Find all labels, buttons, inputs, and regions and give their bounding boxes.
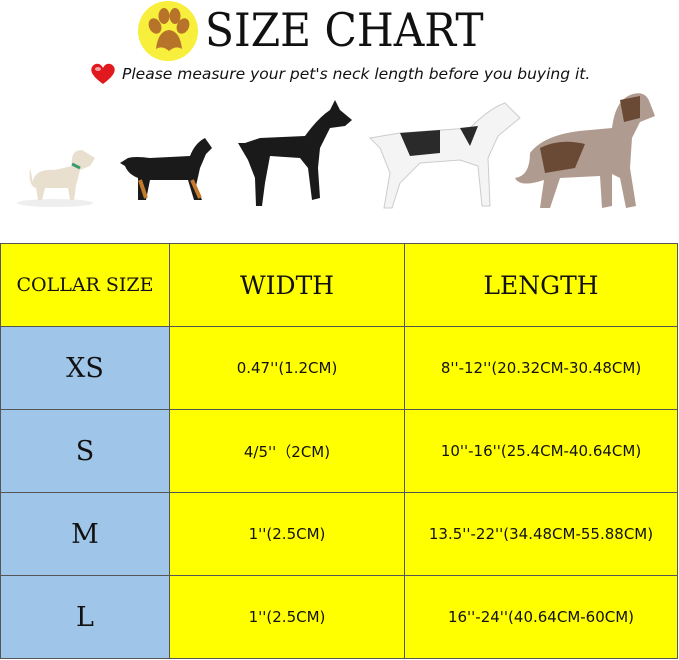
length-cell: 10''-16''(25.4CM-40.64CM) <box>404 409 678 493</box>
size-cell: L <box>0 575 170 659</box>
dachshund-illustration <box>120 138 212 200</box>
column-header-collar-size: COLLAR SIZE <box>0 243 170 327</box>
length-cell: 8''-12''(20.32CM-30.48CM) <box>404 326 678 410</box>
size-cell: M <box>0 492 170 576</box>
column-header-width: WIDTH <box>169 243 405 327</box>
paw-icon <box>138 1 198 61</box>
width-cell: 1''(2.5CM) <box>169 492 405 576</box>
heart-icon <box>91 63 115 84</box>
table-row: L 1''(2.5CM) 16''-24''(40.64CM-60CM) <box>0 575 678 659</box>
length-cell: 13.5''-22''(34.48CM-55.88CM) <box>404 492 678 576</box>
width-cell: 1''(2.5CM) <box>169 575 405 659</box>
table-header-row: COLLAR SIZE WIDTH LENGTH <box>0 243 678 327</box>
length-cell: 16''-24''(40.64CM-60CM) <box>404 575 678 659</box>
width-cell: 0.47''(1.2CM) <box>169 326 405 410</box>
size-cell: XS <box>0 326 170 410</box>
size-cell: S <box>0 409 170 493</box>
page-title: SIZE CHART <box>205 3 484 57</box>
dog-illustrations <box>17 93 655 209</box>
measure-note: Please measure your pet's neck length be… <box>90 62 590 86</box>
note-text: Please measure your pet's neck length be… <box>122 65 591 83</box>
table-row: S 4/5''（2CM) 10''-16''(25.4CM-40.64CM) <box>0 409 678 493</box>
chihuahua-illustration <box>17 150 96 207</box>
doberman-illustration <box>238 100 352 206</box>
table-row: M 1''(2.5CM) 13.5''-22''(34.48CM-55.88CM… <box>0 492 678 576</box>
column-header-length: LENGTH <box>404 243 678 327</box>
bull-terrier-illustration <box>368 102 521 209</box>
wirehaired-dog-illustration <box>515 93 655 208</box>
table-row: XS 0.47''(1.2CM) 8''-12''(20.32CM-30.48C… <box>0 326 678 410</box>
width-cell: 4/5''（2CM) <box>169 409 405 493</box>
size-chart-table: COLLAR SIZE WIDTH LENGTH XS 0.47''(1.2CM… <box>0 243 678 659</box>
